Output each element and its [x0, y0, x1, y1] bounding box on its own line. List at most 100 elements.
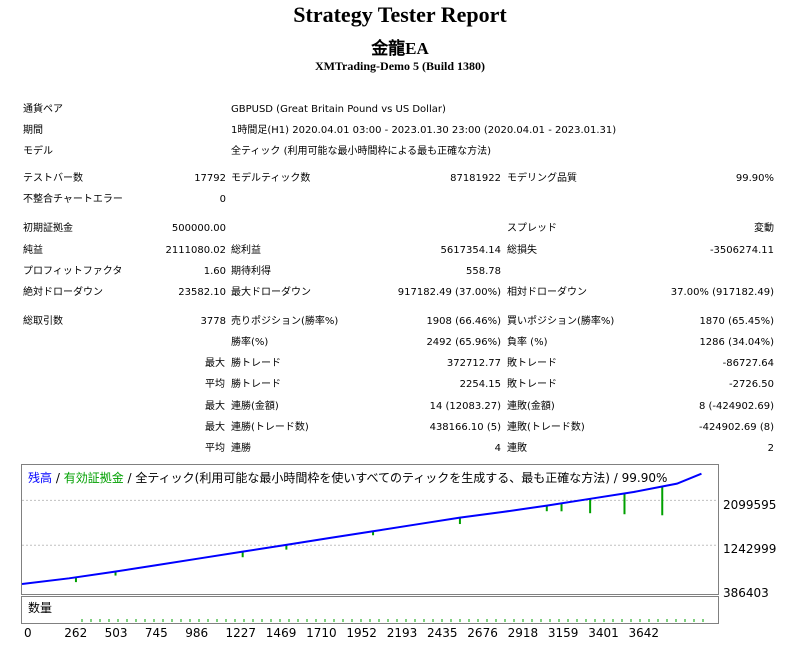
cons-win-amt-value: 14 (12083.27): [429, 401, 501, 412]
abs-dd-label: 絶対ドローダウン: [23, 287, 103, 298]
cons-loss-tr-value: -424902.69 (8): [698, 422, 774, 433]
x-tick-label: 1710: [306, 626, 337, 640]
ticks-label: モデルティック数: [231, 173, 311, 184]
y-tick-label: 1242999: [723, 542, 777, 556]
loss-pct-label: 負率 (%): [507, 337, 548, 348]
x-tick-label: 3401: [588, 626, 619, 640]
long-label: 買いポジション(勝率%): [507, 316, 615, 327]
bars-label: テストバー数: [23, 173, 83, 184]
ticks-value: 87181922: [450, 173, 501, 184]
x-tick-label: 1227: [225, 626, 257, 640]
max-win-value: 372712.77: [446, 358, 501, 369]
max-win-label: 勝トレード: [231, 358, 281, 369]
deposit-label: 初期証拠金: [23, 223, 73, 234]
x-tick-label: 503: [104, 626, 128, 640]
x-tick-label: 1952: [346, 626, 377, 640]
quality-label: モデリング品質: [507, 173, 577, 184]
spread-value: 変動: [754, 223, 774, 234]
max-loss-value: -86727.64: [722, 358, 774, 369]
server-build: XMTrading-Demo 5 (Build 1380): [314, 59, 486, 73]
max-dd-label: 最大ドローダウン: [231, 287, 311, 298]
mismatch-value: 0: [219, 194, 226, 205]
gross-profit-label: 総利益: [231, 245, 261, 256]
cons-loss-amt-label: 連敗(金額): [507, 401, 555, 412]
x-tick-label: 0: [24, 626, 32, 640]
report-title: Strategy Tester Report: [293, 2, 507, 27]
x-tick-label: 1469: [265, 626, 297, 640]
model-label: モデル: [23, 146, 53, 157]
gross-loss-value: -3506274.11: [709, 245, 774, 256]
short-label: 売りポジション(勝率%): [231, 316, 339, 327]
pf-value: 1.60: [203, 266, 226, 277]
short-value: 1908 (66.46%): [426, 316, 501, 327]
avg-win-value: 2254.15: [459, 379, 501, 390]
period-label: 期間: [23, 125, 43, 136]
avg-win-label: 勝トレード: [231, 379, 281, 390]
total-trades-value: 3778: [200, 316, 226, 327]
chart-legend: 残高 / 有効証拠金 / 全ティック(利用可能な最小時間枠を使いすべてのティック…: [28, 469, 667, 486]
legend-sep: /: [52, 471, 64, 485]
volume-svg: [81, 619, 704, 622]
symbol-value: GBPUSD (Great Britain Pound vs US Dollar…: [231, 104, 446, 115]
avg-loss-label: 敗トレード: [507, 379, 557, 390]
gross-loss-label: 総損失: [507, 245, 537, 256]
cons-loss-amt-value: 8 (-424902.69): [698, 401, 774, 412]
win-pct-label: 勝率(%): [231, 337, 269, 348]
avg-loss-value: -2726.50: [729, 379, 774, 390]
symbol-label: 通貨ペア: [23, 104, 63, 115]
x-tick-label: 2918: [507, 626, 539, 640]
volume-panel: 数量: [21, 596, 719, 624]
expected-label: 期待利得: [231, 266, 271, 277]
cons-win-tr-value: 438166.10 (5): [429, 422, 501, 433]
x-tick-label: 986: [185, 626, 209, 640]
avg-label-1: 平均: [205, 379, 225, 390]
avg-cons-win-value: 4: [494, 443, 501, 454]
legend-equity: 有効証拠金: [63, 471, 124, 485]
cons-loss-tr-label: 連敗(トレード数): [507, 422, 585, 433]
balance-line: [22, 472, 702, 586]
rel-dd-value: 37.00% (917182.49): [670, 287, 774, 298]
balance-chart: 残高 / 有効証拠金 / 全ティック(利用可能な最小時間枠を使いすべてのティック…: [21, 464, 719, 595]
legend-description: / 全ティック(利用可能な最小時間枠を使いすべてのティックを生成する、最も正確な…: [123, 471, 668, 485]
y-tick-label: 2099595: [723, 498, 777, 512]
deposit-value: 500000.00: [171, 223, 226, 234]
mismatch-label: 不整合チャートエラー: [23, 194, 123, 205]
max-loss-label: 敗トレード: [507, 358, 557, 369]
model-value: 全ティック (利用可能な最小時間枠による最も正確な方法): [231, 146, 492, 157]
legend-balance: 残高: [28, 471, 53, 485]
max-label-3: 最大: [205, 422, 225, 433]
expected-value: 558.78: [466, 266, 501, 277]
avg-cons-loss-value: 2: [767, 443, 774, 454]
period-value: 1時間足(H1) 2020.04.01 03:00 - 2023.01.30 2…: [231, 125, 617, 136]
pf-label: プロフィットファクタ: [23, 266, 123, 277]
x-tick-label: 3642: [628, 626, 660, 640]
volume-label: 数量: [28, 601, 53, 615]
abs-dd-value: 23582.10: [178, 287, 226, 298]
x-tick-label: 3159: [547, 626, 579, 640]
balance-chart-svg: [22, 472, 718, 586]
rel-dd-label: 相対ドローダウン: [507, 287, 587, 298]
loss-pct-value: 1286 (34.04%): [699, 337, 774, 348]
ea-name: 金龍EA: [371, 39, 429, 58]
cons-win-amt-label: 連勝(金額): [231, 401, 279, 412]
avg-label-2: 平均: [205, 443, 225, 454]
x-tick-label: 2193: [386, 626, 418, 640]
gross-profit-value: 5617354.14: [440, 245, 501, 256]
spread-label: スプレッド: [507, 223, 557, 234]
avg-cons-win-label: 連勝: [231, 443, 251, 454]
net-value: 2111080.02: [165, 245, 226, 256]
max-label-1: 最大: [205, 358, 225, 369]
x-tick-label: 2435: [427, 626, 458, 640]
x-tick-label: 262: [64, 626, 88, 640]
max-dd-value: 917182.49 (37.00%): [397, 287, 501, 298]
quality-value: 99.90%: [735, 173, 774, 184]
cons-win-tr-label: 連勝(トレード数): [231, 422, 309, 433]
x-tick-label: 745: [144, 626, 168, 640]
net-label: 純益: [23, 245, 43, 256]
total-trades-label: 総取引数: [23, 316, 63, 327]
y-tick-label: 386403: [723, 586, 769, 600]
long-value: 1870 (65.45%): [699, 316, 774, 327]
bars-value: 17792: [194, 173, 226, 184]
avg-cons-loss-label: 連敗: [507, 443, 527, 454]
win-pct-value: 2492 (65.96%): [426, 337, 501, 348]
